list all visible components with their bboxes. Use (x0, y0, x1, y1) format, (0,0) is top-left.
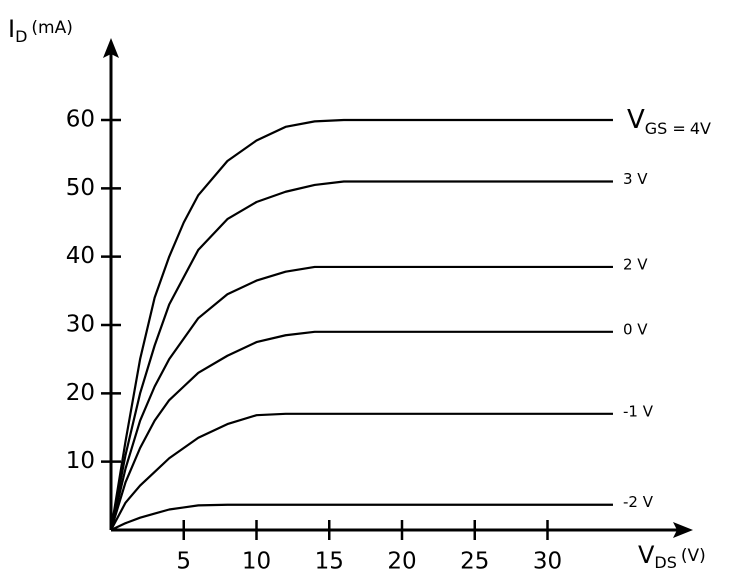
y-tick-label: 10 (66, 448, 95, 474)
y-axis-arrow (103, 38, 119, 58)
y-axis-label: ID (mA) (8, 15, 73, 46)
x-axis-arrow (673, 522, 693, 538)
series-label-prefix-sub: GS = (645, 119, 686, 138)
series-line (110, 412, 613, 531)
x-axis-label: VDS (V) (638, 541, 706, 572)
series-label: 2 V (623, 255, 648, 273)
x-tick-label: 30 (533, 549, 562, 575)
x-label-unit: (V) (681, 546, 706, 566)
series-label: 3 V (623, 170, 648, 188)
series-line (110, 503, 613, 531)
y-tick-label: 50 (66, 175, 95, 201)
y-tick-label: 20 (66, 380, 95, 406)
series-line (109, 118, 613, 531)
series-label-prefix: V (627, 105, 645, 135)
y-label-unit: (mA) (31, 18, 72, 38)
series-label: -2 V (623, 493, 654, 511)
series-label: 0 V (623, 320, 648, 338)
x-label-main: V (638, 541, 655, 569)
series-line (109, 180, 613, 531)
series-line (109, 265, 613, 531)
x-label-sub: DS (654, 553, 676, 572)
series-label-name: 4V (690, 119, 711, 138)
x-tick-label: 5 (176, 549, 191, 575)
series-line (109, 330, 613, 531)
y-tick-label: 30 (66, 312, 95, 338)
x-tick-label: 15 (315, 549, 344, 575)
series-label: -1 V (623, 402, 654, 420)
y-label-sub: D (15, 27, 27, 46)
y-tick-label: 60 (66, 107, 95, 133)
x-tick-label: 10 (242, 549, 271, 575)
y-label-main: I (8, 15, 15, 43)
x-tick-label: 25 (460, 549, 489, 575)
y-tick-label: 40 (66, 243, 95, 269)
x-tick-label: 20 (387, 549, 416, 575)
series-label: VGS = 4V (627, 105, 711, 138)
